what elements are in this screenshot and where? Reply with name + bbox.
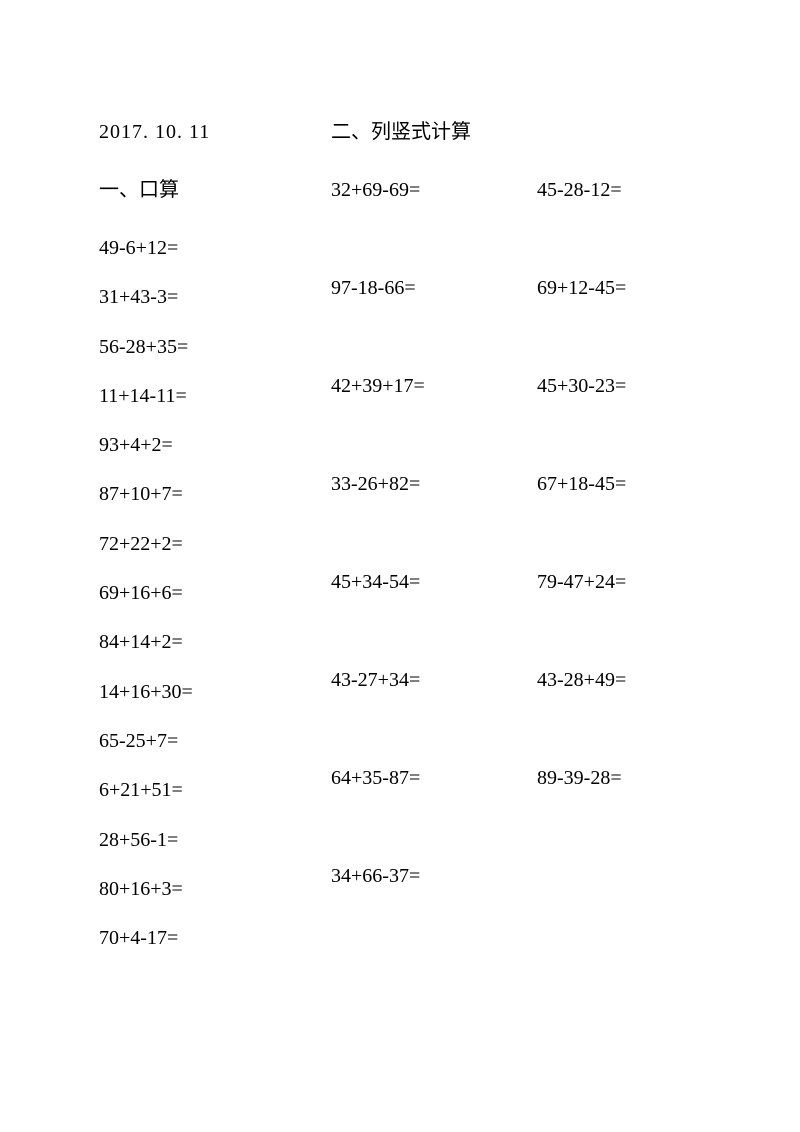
section2-heading: 二、列竖式计算 bbox=[331, 122, 701, 142]
mental-math-item: 14+16+30= bbox=[99, 682, 331, 702]
mental-math-item: 28+56-1= bbox=[99, 830, 331, 850]
mental-math-item: 65-25+7= bbox=[99, 731, 331, 751]
vertical-calc-item: 32+69-69= bbox=[331, 180, 537, 200]
vertical-calc-item: 43-27+34= bbox=[331, 670, 537, 690]
mental-math-item: 56-28+35= bbox=[99, 337, 331, 357]
mental-math-item: 49-6+12= bbox=[99, 238, 331, 258]
vertical-calc-item: 64+35-87= bbox=[331, 768, 537, 788]
vertical-calc-item: 42+39+17= bbox=[331, 376, 537, 396]
worksheet-page: 2017. 10. 11 一、口算 49-6+12= 31+43-3= 56-2… bbox=[0, 0, 800, 1132]
vertical-calc-row: 43-27+34= 43-28+49= bbox=[331, 670, 701, 690]
vertical-calc-item bbox=[537, 866, 697, 886]
vertical-calc-item: 79-47+24= bbox=[537, 572, 697, 592]
vertical-calc-row: 34+66-37= bbox=[331, 866, 701, 886]
mental-math-item: 72+22+2= bbox=[99, 534, 331, 554]
vertical-calc-item: 67+18-45= bbox=[537, 474, 697, 494]
vertical-calc-item: 45+34-54= bbox=[331, 572, 537, 592]
vertical-calc-row: 64+35-87= 89-39-28= bbox=[331, 768, 701, 788]
section1-heading: 一、口算 bbox=[99, 180, 331, 200]
mental-math-item: 93+4+2= bbox=[99, 435, 331, 455]
mental-math-item: 80+16+3= bbox=[99, 879, 331, 899]
vertical-calc-item: 43-28+49= bbox=[537, 670, 697, 690]
mental-math-item: 70+4-17= bbox=[99, 928, 331, 948]
vertical-calc-row: 33-26+82= 67+18-45= bbox=[331, 474, 701, 494]
vertical-calc-row: 42+39+17= 45+30-23= bbox=[331, 376, 701, 396]
vertical-calc-row: 32+69-69= 45-28-12= bbox=[331, 180, 701, 200]
vertical-calc-item: 97-18-66= bbox=[331, 278, 537, 298]
mental-math-item: 69+16+6= bbox=[99, 583, 331, 603]
right-column: 二、列竖式计算 32+69-69= 45-28-12= 97-18-66= 69… bbox=[331, 122, 701, 886]
vertical-calc-item: 69+12-45= bbox=[537, 278, 697, 298]
vertical-calc-item: 34+66-37= bbox=[331, 866, 537, 886]
mental-math-item: 31+43-3= bbox=[99, 287, 331, 307]
mental-math-item: 11+14-11= bbox=[99, 386, 331, 406]
mental-math-item: 87+10+7= bbox=[99, 484, 331, 504]
vertical-calc-item: 45+30-23= bbox=[537, 376, 697, 396]
vertical-calc-row: 45+34-54= 79-47+24= bbox=[331, 572, 701, 592]
mental-math-item: 6+21+51= bbox=[99, 780, 331, 800]
date-line: 2017. 10. 11 bbox=[99, 122, 331, 142]
vertical-calc-row: 97-18-66= 69+12-45= bbox=[331, 278, 701, 298]
vertical-calc-item: 89-39-28= bbox=[537, 768, 697, 788]
mental-math-item: 84+14+2= bbox=[99, 632, 331, 652]
vertical-calc-item: 45-28-12= bbox=[537, 180, 697, 200]
left-column: 2017. 10. 11 一、口算 49-6+12= 31+43-3= 56-2… bbox=[99, 122, 331, 977]
vertical-calc-item: 33-26+82= bbox=[331, 474, 537, 494]
